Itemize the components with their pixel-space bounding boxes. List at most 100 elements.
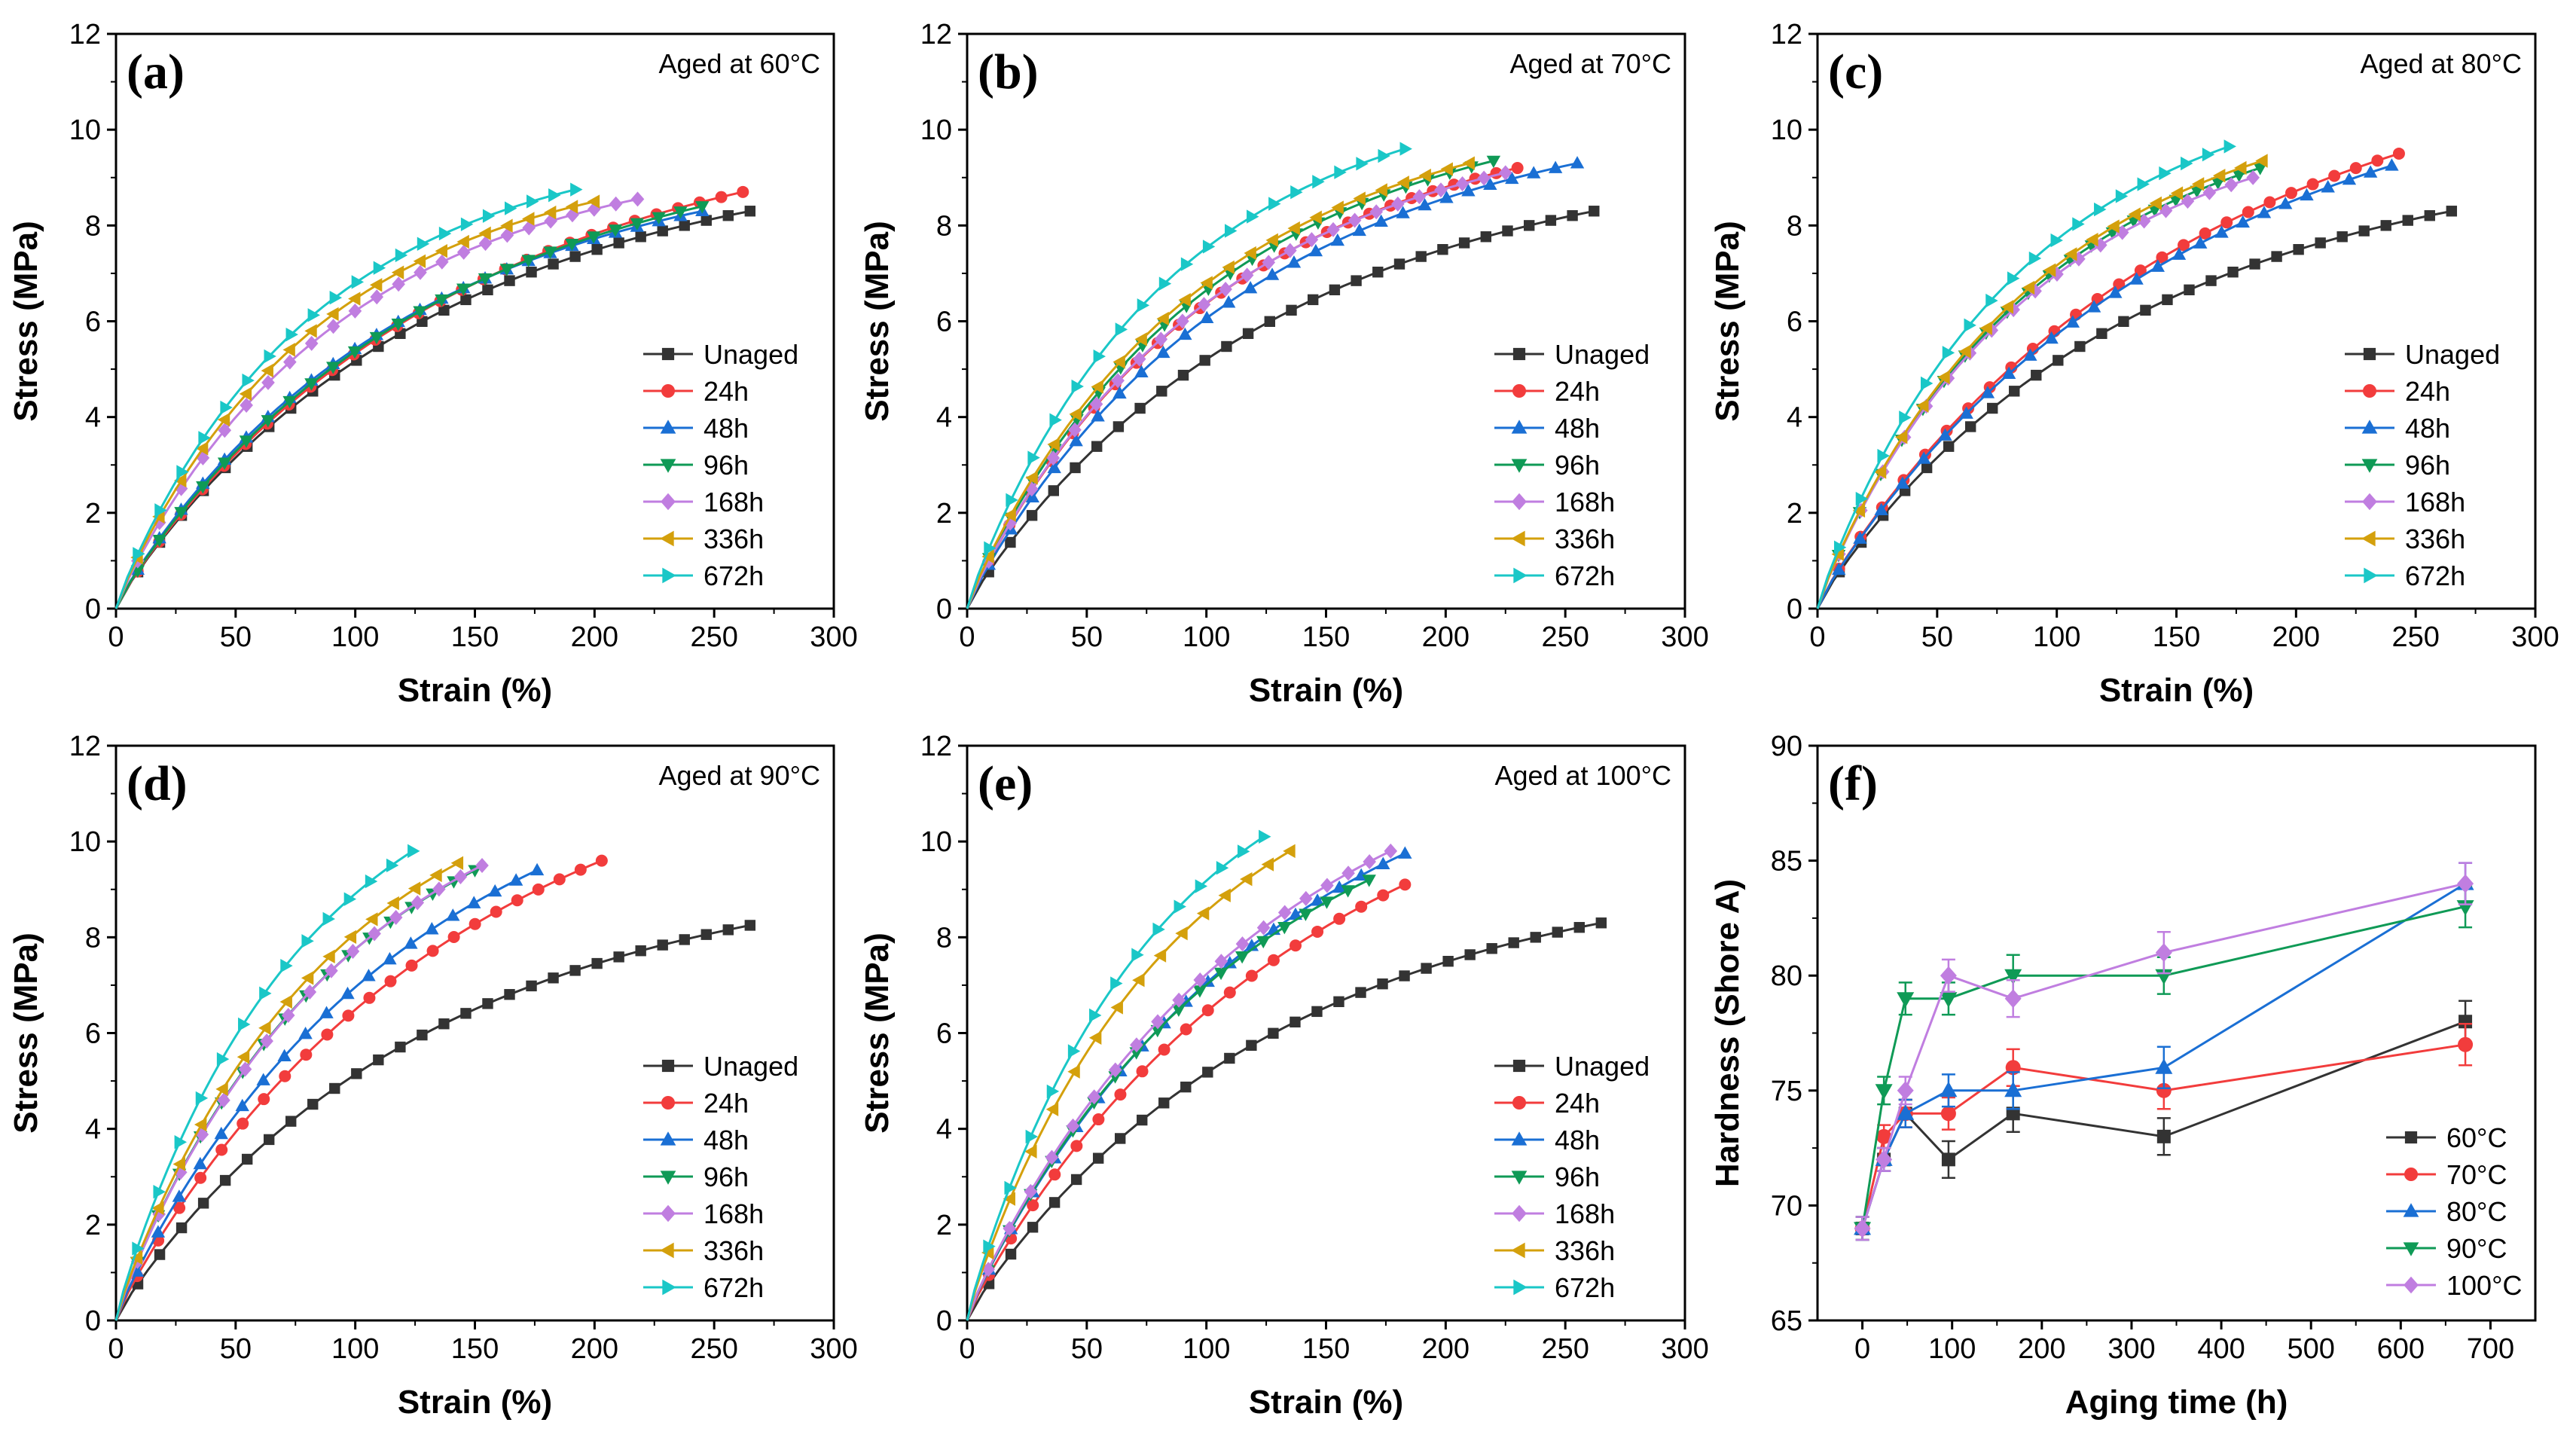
data-point <box>1332 880 1347 893</box>
data-point <box>1224 224 1238 238</box>
series-line <box>114 197 638 609</box>
data-point <box>1247 209 1259 224</box>
legend-label: 60°C <box>2446 1122 2507 1153</box>
data-point <box>504 989 515 1000</box>
data-point <box>239 435 254 448</box>
legend-marker <box>1513 1279 1528 1296</box>
data-point <box>1462 156 1475 170</box>
data-point <box>2232 169 2246 182</box>
data-point <box>453 869 468 885</box>
data-point <box>482 284 493 296</box>
data-point <box>261 415 275 428</box>
data-point <box>1289 939 1302 952</box>
data-point <box>2031 369 2042 381</box>
x-tick-label: 0 <box>108 621 124 653</box>
legend-label: 48h <box>1555 413 1600 444</box>
data-point <box>1873 465 1887 479</box>
legend-marker <box>1511 1131 1528 1146</box>
data-point <box>172 1157 185 1171</box>
data-point <box>1941 1152 1955 1167</box>
data-point <box>1180 257 1194 271</box>
series-line <box>114 209 751 609</box>
data-point <box>478 236 493 252</box>
legend-label: Unaged <box>704 339 798 370</box>
x-tick-label: 300 <box>2511 621 2559 653</box>
data-point <box>2156 251 2169 264</box>
legend-marker <box>660 1171 676 1185</box>
y-tick-label: 10 <box>920 826 952 858</box>
data-point <box>1156 311 1169 326</box>
data-point <box>1237 844 1250 859</box>
legend-label: 336h <box>704 524 764 554</box>
x-tick-label: 150 <box>451 1333 499 1365</box>
data-point <box>259 986 272 1001</box>
data-point <box>1290 1016 1301 1028</box>
data-point <box>2214 225 2229 238</box>
data-point <box>482 998 493 1009</box>
data-point <box>1069 407 1082 422</box>
y-tick-label: 85 <box>1771 846 1802 878</box>
panel-f: 0 100 200 300 400 500 600 700 65 70 75 80 85 90 Aging … <box>1709 731 2537 1421</box>
data-point <box>2249 258 2260 270</box>
x-tick-label: 250 <box>1541 621 1589 653</box>
legend: Unaged 24h 48h 96h 168h 336h 672h <box>1494 339 1650 591</box>
data-point <box>569 251 581 262</box>
data-point <box>340 986 355 1000</box>
data-point <box>1091 441 1103 452</box>
x-tick-label: 0 <box>108 1333 124 1365</box>
data-point <box>1876 1149 1893 1169</box>
data-point <box>722 210 734 221</box>
data-point <box>1244 246 1256 261</box>
data-point <box>2115 224 2129 240</box>
data-point <box>2022 280 2035 295</box>
data-point <box>263 1134 275 1146</box>
y-tick-label: 8 <box>85 922 101 954</box>
x-tick-label: 50 <box>1921 621 1953 653</box>
y-axis-title: Hardness (Shore A) <box>1709 879 1746 1187</box>
data-point <box>1200 310 1214 323</box>
y-tick-label: 8 <box>85 210 101 242</box>
data-point <box>241 1153 253 1165</box>
data-point <box>1442 956 1454 967</box>
data-point <box>1391 196 1405 212</box>
series-168h <box>966 843 1398 1321</box>
data-point <box>193 1156 208 1170</box>
data-point <box>2285 187 2297 200</box>
series-unaged <box>114 920 756 1321</box>
data-point <box>1048 1197 1061 1208</box>
y-axis-title: Stress (MPa) <box>859 221 896 422</box>
data-point <box>1199 355 1210 366</box>
data-point <box>521 255 536 267</box>
legend-label: 96h <box>704 450 749 481</box>
data-point <box>217 412 230 427</box>
data-point <box>2191 177 2205 191</box>
y-axis-title: Stress (MPa) <box>1709 221 1746 422</box>
data-point <box>609 196 623 212</box>
data-point <box>2137 213 2151 229</box>
data-point <box>1355 987 1366 998</box>
data-point <box>1308 243 1323 257</box>
data-point <box>2457 874 2474 893</box>
data-point <box>2023 348 2037 361</box>
data-point <box>2184 284 2195 296</box>
data-point <box>1920 376 1934 391</box>
series-672h <box>966 829 1271 1321</box>
data-point <box>2271 251 2282 262</box>
data-point <box>2306 178 2319 191</box>
panel-label: (f) <box>1828 756 1878 811</box>
data-point <box>216 1052 230 1067</box>
data-point <box>1091 380 1103 394</box>
data-point <box>2086 232 2098 247</box>
data-point <box>1980 386 1995 398</box>
data-point <box>2001 366 2016 380</box>
data-point <box>1202 1067 1213 1078</box>
x-tick-label: 50 <box>1071 1333 1103 1365</box>
data-point <box>2385 158 2399 171</box>
data-point <box>1290 185 1303 200</box>
panel-c: 0 50 100 150 200 250 300 0 2 4 6 8 10 12 Strain (%) Str… <box>1709 19 2559 709</box>
legend-label: 24h <box>2405 376 2450 407</box>
data-point <box>1246 1039 1257 1052</box>
series-line <box>114 191 743 609</box>
data-point <box>1399 970 1410 981</box>
data-point <box>264 349 276 364</box>
